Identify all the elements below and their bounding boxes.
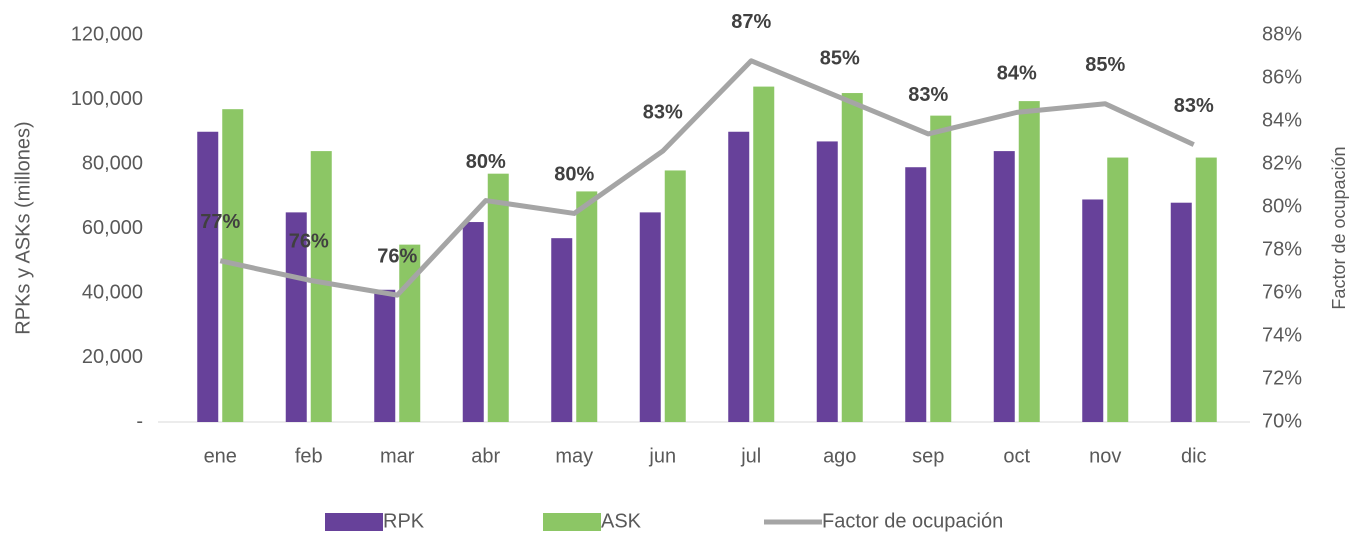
data-label: 80% (466, 151, 506, 173)
bar (374, 289, 396, 422)
x-tick-label: may (555, 445, 593, 467)
bar (1195, 157, 1217, 423)
bar (576, 191, 598, 422)
legend-swatch (325, 513, 383, 531)
y-tick-label: 100,000 (71, 88, 143, 110)
data-label: 83% (1174, 95, 1214, 117)
x-tick-label: oct (1003, 445, 1030, 467)
y-tick-label: 60,000 (82, 217, 143, 239)
y2-tick-label: 82% (1262, 152, 1302, 174)
bar (841, 93, 863, 423)
y2-tick-label: 76% (1262, 281, 1302, 303)
bar (905, 167, 927, 422)
y-tick-label: 40,000 (82, 281, 143, 303)
bar (285, 212, 307, 422)
y-tick-label: 120,000 (71, 23, 143, 45)
x-tick-label: dic (1181, 445, 1207, 467)
y-axis-label: RPKs y ASKs (millones) (12, 121, 34, 334)
data-label: 76% (377, 245, 417, 267)
y-tick-label: 20,000 (82, 346, 143, 368)
x-tick-label: nov (1089, 445, 1121, 467)
legend-label: RPK (383, 510, 425, 532)
y2-tick-label: 78% (1262, 238, 1302, 260)
data-label: 80% (554, 164, 594, 186)
data-label: 76% (289, 230, 329, 252)
bar (930, 115, 952, 422)
x-tick-label: ene (204, 445, 237, 467)
y2-tick-label: 70% (1262, 410, 1302, 432)
line-series (219, 58, 1195, 298)
data-label: 83% (643, 101, 683, 123)
y2-tick-label: 88% (1262, 23, 1302, 45)
x-tick-label: ago (823, 445, 856, 467)
bar (753, 86, 775, 422)
x-tick-label: sep (912, 445, 944, 467)
data-label: 84% (997, 63, 1037, 85)
bar (1082, 199, 1104, 422)
bar (1107, 157, 1129, 423)
y2-axis-label: Factor de ocupación (1329, 146, 1349, 309)
bar (310, 151, 332, 422)
data-label: 87% (731, 11, 771, 33)
data-label: 83% (908, 84, 948, 106)
x-tick-label: jul (740, 445, 761, 467)
bar (487, 173, 509, 422)
x-tick-label: feb (295, 445, 323, 467)
x-tick-label: jun (648, 445, 676, 467)
legend-label: ASK (601, 510, 642, 532)
bar (728, 131, 750, 422)
y2-tick-label: 86% (1262, 66, 1302, 88)
y-tick-label: 80,000 (82, 152, 143, 174)
data-label: 85% (1085, 54, 1125, 76)
legend-swatch (543, 513, 601, 531)
bar (639, 212, 661, 422)
y2-tick-label: 72% (1262, 367, 1302, 389)
legend-label: Factor de ocupación (822, 510, 1003, 532)
data-label: 85% (820, 48, 860, 70)
bar (993, 151, 1015, 422)
data-label: 77% (200, 211, 240, 233)
bar (1170, 202, 1192, 422)
bar (816, 141, 838, 423)
y2-tick-label: 80% (1262, 195, 1302, 217)
bar (1018, 101, 1040, 423)
bar (197, 131, 219, 422)
bar (664, 170, 686, 422)
bar (551, 238, 573, 422)
y2-tick-label: 74% (1262, 324, 1302, 346)
bar (462, 222, 484, 422)
x-tick-label: mar (380, 445, 415, 467)
x-tick-label: abr (471, 445, 500, 467)
y2-tick-label: 84% (1262, 109, 1302, 131)
y-tick-label: - (136, 410, 143, 432)
